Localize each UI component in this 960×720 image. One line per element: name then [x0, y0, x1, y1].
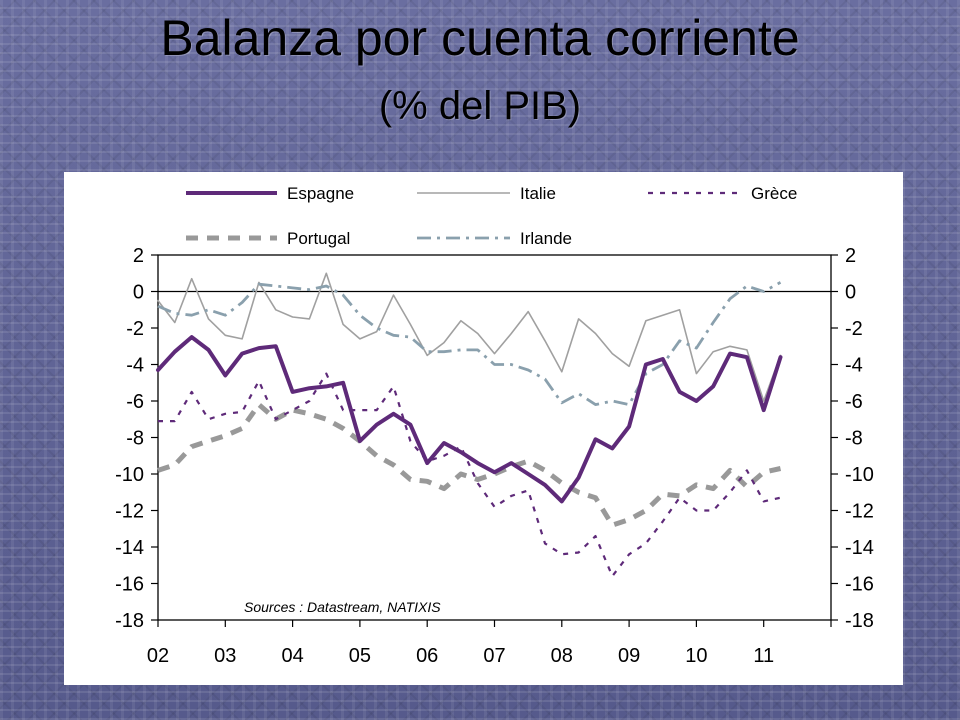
chart-legend: Espagne Italie Grèce Portugal Irlande [186, 184, 797, 248]
legend-label-espagne: Espagne [287, 184, 354, 203]
x-tick-label: 11 [753, 645, 774, 667]
x-tick-label: 04 [281, 645, 303, 667]
y-tick-label-left: -6 [126, 391, 144, 413]
x-tick-label: 09 [618, 645, 640, 667]
x-tick-label: 10 [685, 645, 707, 667]
y-tick-label-right: -12 [845, 501, 874, 523]
legend-label-irlande: Irlande [520, 229, 572, 248]
y-tick-label-right: -2 [845, 318, 863, 340]
y-tick-label-right: -8 [845, 428, 863, 450]
y-tick-label-left: 2 [133, 245, 144, 267]
y-tick-label-left: 0 [133, 282, 144, 304]
y-tick-label-left: -8 [126, 428, 144, 450]
x-tick-label: 07 [483, 645, 505, 667]
y-tick-label-right: -6 [845, 391, 863, 413]
legend-label-italie: Italie [520, 184, 556, 203]
x-tick-label: 03 [214, 645, 236, 667]
slide-title: Balanza por cuenta corriente [160, 10, 800, 66]
series-line-portugal [157, 402, 782, 528]
y-tick-label-left: -14 [115, 537, 144, 559]
y-tick-label-right: 2 [845, 245, 856, 267]
series-line-irlande [157, 281, 782, 407]
y-tick-label-right: -16 [845, 574, 874, 596]
chart-panel: Espagne Italie Grèce Portugal Irlande 2 2 0 0 -2… [64, 172, 903, 685]
y-tick-label-right: -14 [845, 537, 874, 559]
legend-label-grce: Grèce [751, 184, 797, 203]
y-tick-label-left: -12 [115, 501, 144, 523]
x-tick-label: 05 [349, 645, 371, 667]
y-tick-label-left: -16 [115, 574, 144, 596]
y-tick-label-right: -18 [845, 610, 874, 632]
y-tick-label-right: -4 [845, 355, 863, 377]
x-tick-label: 02 [147, 645, 169, 667]
slide-subtitle: (% del PIB) [378, 84, 582, 128]
x-tick-label: 08 [551, 645, 573, 667]
y-tick-label-left: -4 [126, 355, 144, 377]
y-tick-label-right: 0 [845, 282, 856, 304]
chart-axes: 2 2 0 0 -2 -2 -4 -4 -6 -6 -8 -8 -10 -10 -12 -12 -14 -14 -1… [115, 245, 874, 667]
current-account-chart: Espagne Italie Grèce Portugal Irlande 2 2 0 0 -2… [115, 184, 874, 667]
y-tick-label-left: -2 [126, 318, 144, 340]
y-tick-label-right: -10 [845, 464, 874, 486]
series-line-grce [158, 372, 781, 578]
plot-frame [157, 254, 832, 621]
y-tick-label-left: -10 [115, 464, 144, 486]
chart-source-note: Sources : Datastream, NATIXIS [244, 599, 441, 615]
legend-label-portugal: Portugal [287, 229, 350, 248]
series-line-espagne [156, 335, 783, 504]
x-tick-label: 06 [416, 645, 438, 667]
chart-series-layer [156, 272, 783, 578]
y-tick-label-left: -18 [115, 610, 144, 632]
series-line-italie [157, 272, 782, 402]
